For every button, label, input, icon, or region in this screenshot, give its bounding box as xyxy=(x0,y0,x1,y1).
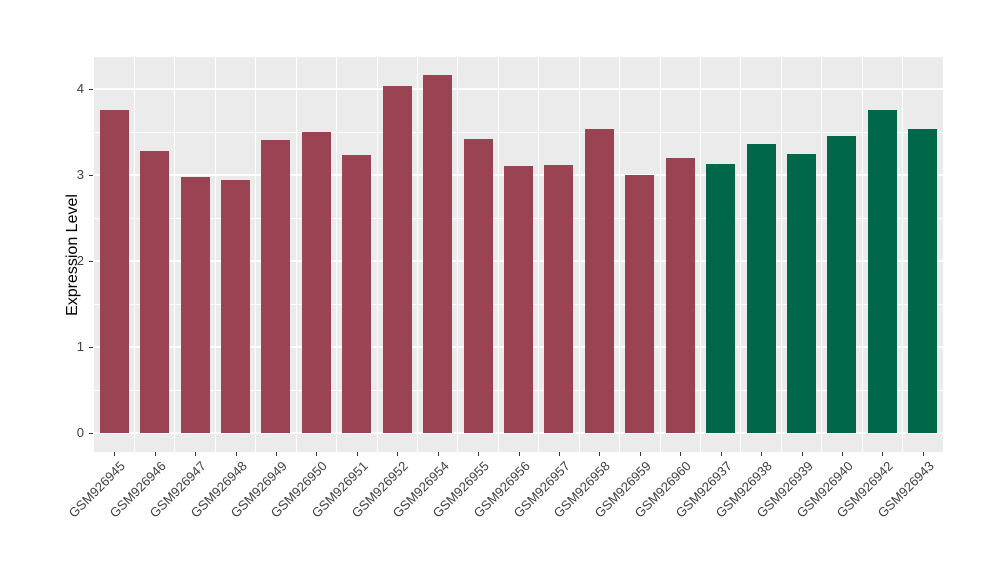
bar-GSM926945 xyxy=(99,110,129,433)
bar-GSM926951 xyxy=(342,155,372,433)
gridline-minor-vertical xyxy=(740,57,742,452)
x-tick-mark xyxy=(275,452,277,456)
bar-GSM926960 xyxy=(665,158,695,433)
gridline-minor-vertical xyxy=(821,57,823,452)
gridline-minor-vertical xyxy=(416,57,418,452)
bar-GSM926956 xyxy=(504,166,533,433)
x-tick-mark xyxy=(558,452,560,456)
bar-GSM926949 xyxy=(261,140,291,433)
y-tick-mark xyxy=(89,261,93,262)
bar-GSM926955 xyxy=(463,139,493,433)
x-tick-mark xyxy=(478,452,480,456)
gridline-minor-vertical xyxy=(699,57,701,452)
bar-GSM926939 xyxy=(787,154,816,433)
y-tick-label: 3 xyxy=(76,167,84,182)
y-tick-mark xyxy=(89,89,93,90)
y-tick-label: 2 xyxy=(76,253,84,268)
x-tick-mark xyxy=(882,452,884,456)
gridline-minor-vertical xyxy=(861,57,863,452)
bar-GSM926942 xyxy=(867,110,897,433)
y-tick-mark xyxy=(89,175,93,176)
gridline-minor-vertical xyxy=(336,57,338,452)
y-tick-mark xyxy=(89,433,93,434)
x-tick-mark xyxy=(639,452,641,456)
gridline-major-horizontal xyxy=(94,432,943,434)
gridline-minor-vertical xyxy=(619,57,621,452)
gridline-minor-vertical xyxy=(133,57,135,452)
x-tick-mark xyxy=(397,452,399,456)
x-tick-mark xyxy=(922,452,924,456)
x-tick-mark xyxy=(680,452,682,456)
bar-GSM926954 xyxy=(423,75,453,433)
bar-GSM926937 xyxy=(706,164,736,433)
gridline-minor-vertical xyxy=(578,57,580,452)
gridline-minor-vertical xyxy=(780,57,782,452)
bar-GSM926952 xyxy=(382,86,412,433)
gridline-major-horizontal xyxy=(94,88,943,90)
x-tick-mark xyxy=(437,452,439,456)
bar-GSM926957 xyxy=(544,165,574,433)
gridline-minor-vertical xyxy=(376,57,378,452)
bar-GSM926943 xyxy=(908,129,938,433)
y-tick-mark xyxy=(89,347,93,348)
bar-GSM926940 xyxy=(827,136,857,433)
x-tick-mark xyxy=(356,452,358,456)
gridline-minor-vertical xyxy=(538,57,540,452)
x-tick-mark xyxy=(114,452,116,456)
gridline-minor-vertical xyxy=(457,57,459,452)
x-tick-mark xyxy=(195,452,197,456)
gridline-minor-vertical xyxy=(214,57,216,452)
gridline-minor-horizontal xyxy=(94,132,943,133)
bar-GSM926959 xyxy=(625,175,655,433)
x-tick-mark xyxy=(801,452,803,456)
bar-GSM926958 xyxy=(584,129,614,433)
bar-GSM926938 xyxy=(746,144,776,433)
x-tick-mark xyxy=(720,452,722,456)
gridline-minor-vertical xyxy=(497,57,499,452)
y-tick-label: 4 xyxy=(76,81,84,96)
x-tick-mark xyxy=(235,452,237,456)
x-tick-mark xyxy=(841,452,843,456)
bar-GSM926948 xyxy=(221,180,250,433)
bar-GSM926947 xyxy=(180,177,210,433)
y-tick-label: 0 xyxy=(76,425,84,440)
gridline-minor-vertical xyxy=(174,57,176,452)
x-tick-mark xyxy=(316,452,318,456)
x-tick-mark xyxy=(761,452,763,456)
gridline-minor-vertical xyxy=(295,57,297,452)
x-tick-mark xyxy=(599,452,601,456)
gridline-minor-vertical xyxy=(902,57,904,452)
y-tick-label: 1 xyxy=(76,339,84,354)
bar-GSM926950 xyxy=(301,132,331,433)
plot-panel xyxy=(94,57,943,452)
x-tick-mark xyxy=(518,452,520,456)
x-tick-mark xyxy=(154,452,156,456)
gridline-minor-vertical xyxy=(659,57,661,452)
bar-GSM926946 xyxy=(140,151,170,433)
gridline-minor-vertical xyxy=(255,57,257,452)
